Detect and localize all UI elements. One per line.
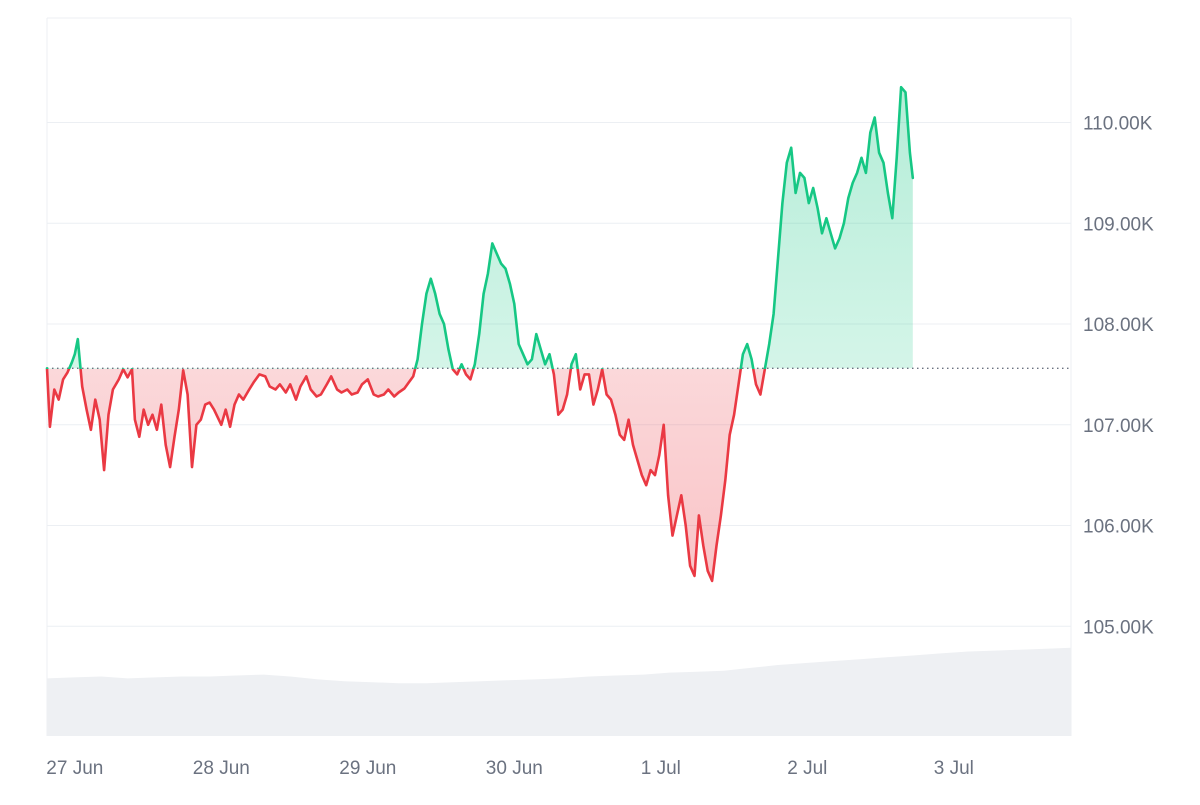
y-tick-label: 108.00K xyxy=(1083,315,1154,336)
y-tick-label: 107.00K xyxy=(1083,416,1154,437)
x-tick-label: 27 Jun xyxy=(46,758,103,779)
price-line-below[interactable] xyxy=(45,87,913,583)
x-tick-label: 3 Jul xyxy=(934,758,974,779)
price-line-above[interactable] xyxy=(45,85,915,581)
y-axis-labels: 110.00K 109.00K 108.00K 107.00K 106.00K 105.0… xyxy=(1083,114,1154,639)
volume-area xyxy=(47,647,1071,736)
volume-fill xyxy=(47,647,1071,736)
price-line xyxy=(45,85,915,583)
x-tick-label: 28 Jun xyxy=(193,758,250,779)
x-tick-label: 30 Jun xyxy=(486,758,543,779)
y-tick-label: 110.00K xyxy=(1083,114,1153,135)
grid-lines xyxy=(47,122,1071,627)
price-area xyxy=(47,87,913,581)
x-axis-labels: 27 Jun 28 Jun 29 Jun 30 Jun 1 Jul 2 Jul 3 Jul xyxy=(46,758,974,779)
x-tick-label: 2 Jul xyxy=(787,758,827,779)
y-tick-label: 105.00K xyxy=(1083,617,1154,638)
y-tick-label: 109.00K xyxy=(1083,214,1154,235)
x-tick-label: 29 Jun xyxy=(339,758,396,779)
y-tick-label: 106.00K xyxy=(1083,517,1154,538)
area-above-baseline xyxy=(47,87,913,369)
x-tick-label: 1 Jul xyxy=(641,758,681,779)
area-below-baseline xyxy=(47,369,765,581)
